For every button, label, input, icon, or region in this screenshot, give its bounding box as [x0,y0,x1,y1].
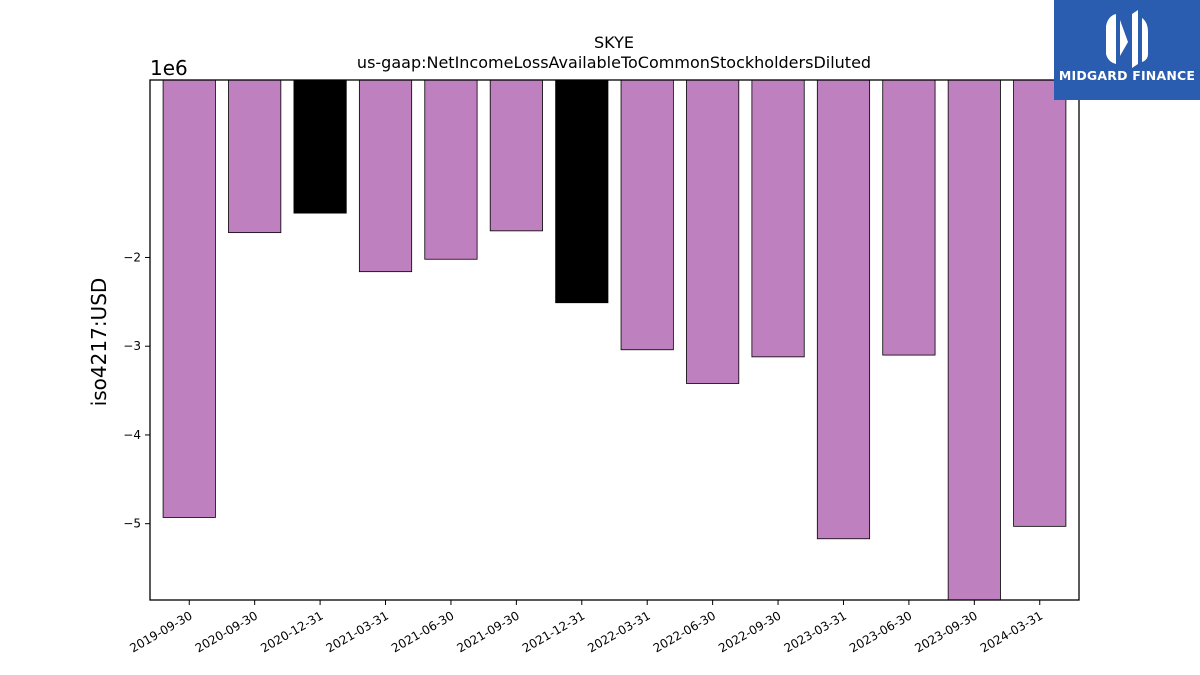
x-tick-label: 2022-03-31 [585,608,652,655]
bar-2023-03-31 [816,79,871,540]
bars-group [162,79,1067,601]
bar-2019-09-30 [162,79,216,518]
x-tick-label: 2022-06-30 [651,608,718,655]
x-tick-label: 2019-09-30 [127,608,194,655]
bar-2022-03-31 [620,79,674,351]
midgard-logo-icon [1106,10,1148,68]
bar-2023-06-30 [882,79,936,356]
y-tick-label: −2 [123,250,141,264]
x-tick-label: 2021-12-31 [520,608,587,655]
plot-frame [149,79,1080,601]
x-tick-label: 2022-09-30 [716,608,783,655]
logo-text: MIDGARD FINANCE [1058,68,1196,83]
y-axis-label: iso4217:USD [87,278,111,407]
bar-2020-09-30 [228,79,282,234]
bar-2022-06-30 [686,79,740,384]
x-ticks-group: 2019-09-302020-09-302020-12-312021-03-31… [127,600,1045,655]
bar-2024-03-31 [1013,79,1067,527]
y-tick-label: −3 [123,339,141,353]
bar-2021-09-30 [489,79,543,232]
y-ticks-group: −2 −3 −4 −5 [123,250,150,531]
chart-subtitle: us-gaap:NetIncomeLossAvailableToCommonSt… [357,53,871,72]
y-tick-label: −5 [123,517,141,531]
bar-2023-09-30 [947,79,1001,601]
x-tick-label: 2023-06-30 [847,608,914,655]
bar-2021-06-30 [424,79,478,260]
x-tick-label: 2021-06-30 [389,608,456,655]
midgard-finance-logo: MIDGARD FINANCE [1054,0,1200,100]
x-tick-label: 2021-03-31 [324,608,391,655]
bar-2020-12-31 [293,79,347,214]
x-tick-label: 2020-12-31 [258,608,325,655]
x-tick-label: 2020-09-30 [193,608,260,655]
x-tick-label: 2023-03-31 [782,608,849,655]
y-tick-label: −4 [123,428,141,442]
bar-2022-09-30 [751,79,805,358]
x-tick-label: 2024-03-31 [978,608,1045,655]
bar-2021-12-31 [555,79,609,304]
x-tick-label: 2021-09-30 [454,608,521,655]
y-offset-label: 1e6 [150,56,188,80]
bar-2021-03-31 [358,79,413,273]
x-tick-label: 2023-09-30 [912,608,979,655]
chart-title: SKYE [594,33,634,52]
